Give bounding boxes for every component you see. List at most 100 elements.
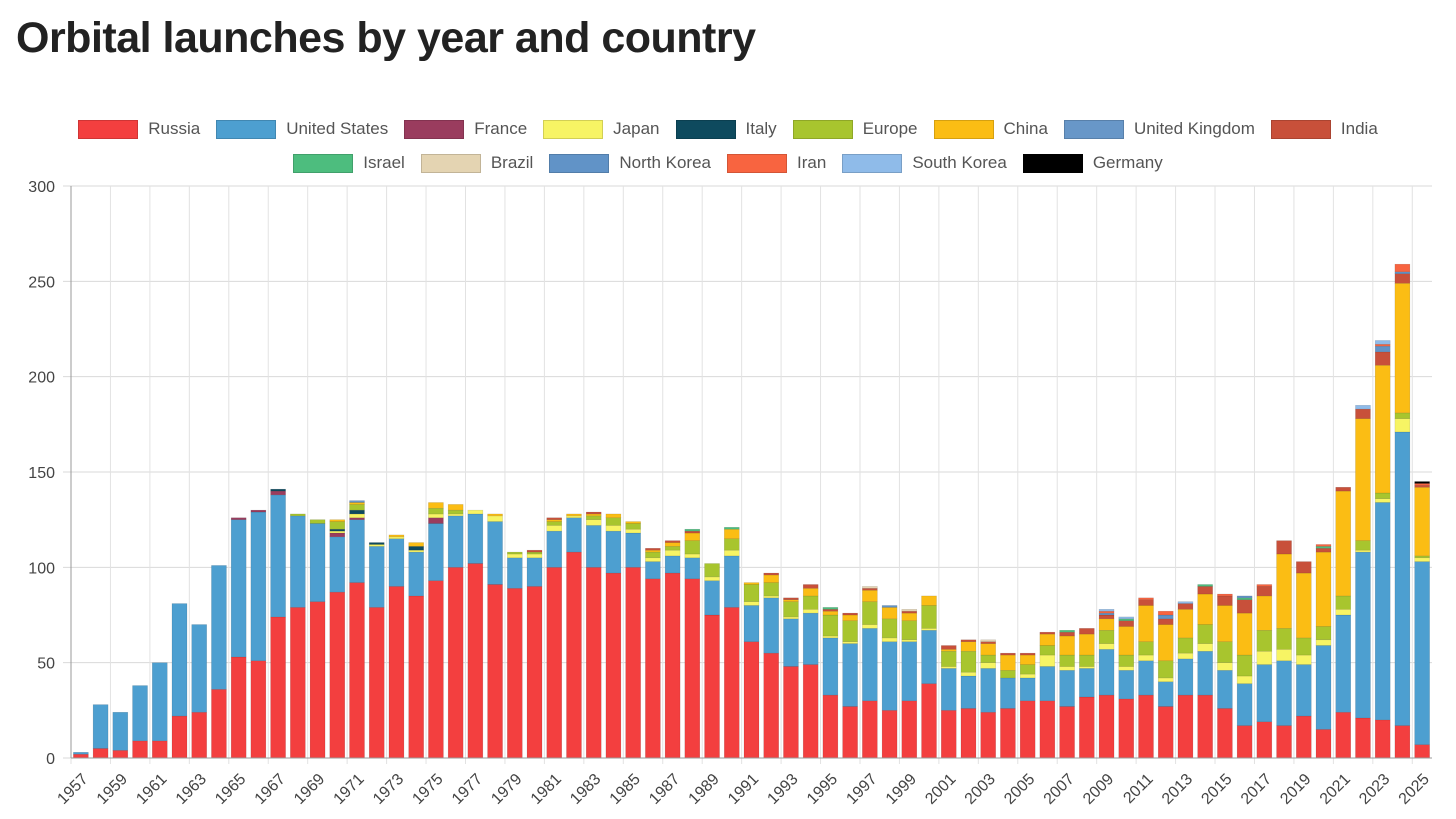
bar-1962-united-states[interactable] [171,603,188,717]
bar-2018-europe[interactable] [1276,628,1292,650]
bar-1968-europe[interactable] [290,513,306,517]
bar-1999-europe[interactable] [901,620,918,641]
bar-1970-italy[interactable] [329,528,346,532]
bar-2023-iran[interactable] [1374,344,1391,347]
bar-2024-japan[interactable] [1394,418,1411,433]
bar-1981-india[interactable] [546,517,563,520]
bar-1983-europe[interactable] [585,515,602,520]
bar-2022-united-states[interactable] [1355,551,1371,719]
bar-2003-russia[interactable] [980,711,996,759]
bar-2016-israel[interactable] [1236,597,1253,600]
bar-2003-europe[interactable] [980,654,996,663]
bar-1999-russia[interactable] [901,700,918,759]
bar-1998-north-korea[interactable] [881,605,898,608]
bar-2013-china[interactable] [1177,609,1194,639]
bar-2020-israel[interactable] [1315,546,1332,549]
bar-2004-india[interactable] [1000,652,1016,656]
bar-1996-russia[interactable] [842,706,858,759]
bar-1978-russia[interactable] [487,584,503,759]
legend-item-united-kingdom[interactable]: United Kingdom [1063,119,1255,139]
bar-2003-japan[interactable] [980,662,996,669]
bar-2019-japan[interactable] [1296,654,1312,665]
bar-1980-russia[interactable] [526,586,543,759]
bar-1967-united-states[interactable] [270,494,286,618]
bar-2015-iran[interactable] [1217,593,1233,597]
bar-2000-japan[interactable] [921,628,937,631]
bar-1980-united-states[interactable] [526,557,543,587]
bar-1997-brazil[interactable] [862,586,878,589]
bar-2024-iran[interactable] [1394,263,1411,273]
bar-2024-russia[interactable] [1394,725,1411,759]
bar-1976-united-states[interactable] [447,515,464,568]
bar-1970-china[interactable] [329,519,346,522]
bar-2015-china[interactable] [1217,605,1233,642]
bar-2003-china[interactable] [980,643,996,656]
bar-2021-china[interactable] [1335,490,1351,597]
bar-1974-russia[interactable] [408,595,424,759]
bar-2012-china[interactable] [1157,624,1174,662]
bar-1983-india[interactable] [585,511,602,515]
bar-2018-russia[interactable] [1276,725,1292,759]
bar-2007-israel[interactable] [1059,630,1075,633]
bar-2010-india[interactable] [1118,620,1135,627]
bar-2001-russia[interactable] [941,710,957,759]
bar-1970-japan[interactable] [329,530,346,534]
bar-1971-united-kingdom[interactable] [349,500,365,503]
bar-2003-brazil[interactable] [980,639,996,642]
bar-2010-europe[interactable] [1118,654,1135,667]
bar-2002-united-states[interactable] [960,675,977,709]
bar-1998-japan[interactable] [881,637,898,642]
bar-2025-europe[interactable] [1414,555,1430,559]
bar-1991-united-states[interactable] [743,605,760,642]
bar-2010-china[interactable] [1118,626,1135,656]
bar-2006-united-states[interactable] [1039,666,1056,702]
bar-1974-italy[interactable] [408,546,424,551]
bar-2003-india[interactable] [980,641,996,644]
bar-1994-india[interactable] [802,584,819,589]
bar-1996-japan[interactable] [842,641,858,644]
bar-1969-russia[interactable] [309,601,326,759]
bar-1999-china[interactable] [901,612,918,621]
bar-2016-russia[interactable] [1236,725,1253,759]
bar-1972-united-states[interactable] [368,546,385,608]
bar-2002-china[interactable] [960,641,977,652]
bar-1964-russia[interactable] [211,689,227,759]
bar-1976-china[interactable] [447,504,464,511]
bar-2007-japan[interactable] [1059,666,1075,671]
bar-2007-united-states[interactable] [1059,670,1075,707]
bar-2018-united-states[interactable] [1276,660,1292,726]
bar-2005-japan[interactable] [1019,673,1036,679]
bar-2010-japan[interactable] [1118,666,1135,671]
bar-2024-north-korea[interactable] [1394,271,1411,274]
bar-2006-china[interactable] [1039,633,1056,646]
bar-2011-india[interactable] [1138,599,1154,606]
bar-2023-united-states[interactable] [1374,502,1391,721]
bar-2009-europe[interactable] [1098,630,1115,644]
bar-1990-china[interactable] [724,528,740,539]
bar-1957-united-states[interactable] [73,752,89,755]
bar-2006-russia[interactable] [1039,700,1056,759]
bar-1990-israel[interactable] [724,527,740,530]
bar-1994-russia[interactable] [802,664,819,759]
legend-item-japan[interactable]: Japan [543,119,660,139]
bar-2024-china[interactable] [1394,282,1411,414]
bar-1978-japan[interactable] [487,515,503,522]
bar-1985-europe[interactable] [625,523,641,530]
bar-2021-europe[interactable] [1335,595,1351,610]
bar-1973-russia[interactable] [388,586,405,759]
bar-1994-europe[interactable] [802,595,819,610]
bar-2011-russia[interactable] [1138,694,1154,759]
legend-item-brazil[interactable]: Brazil [420,153,533,173]
bar-1979-russia[interactable] [507,588,523,759]
bar-1988-china[interactable] [684,532,701,541]
bar-1993-india[interactable] [783,597,799,600]
bar-2010-israel[interactable] [1118,618,1135,621]
bar-2009-india[interactable] [1098,614,1115,620]
bar-2011-united-states[interactable] [1138,660,1154,696]
bar-2016-europe[interactable] [1236,654,1253,677]
bar-2014-united-states[interactable] [1197,650,1213,696]
bar-1977-japan[interactable] [467,509,484,515]
bar-2025-india[interactable] [1414,485,1430,488]
bar-2006-india[interactable] [1039,631,1056,635]
bar-1969-europe[interactable] [309,519,326,524]
